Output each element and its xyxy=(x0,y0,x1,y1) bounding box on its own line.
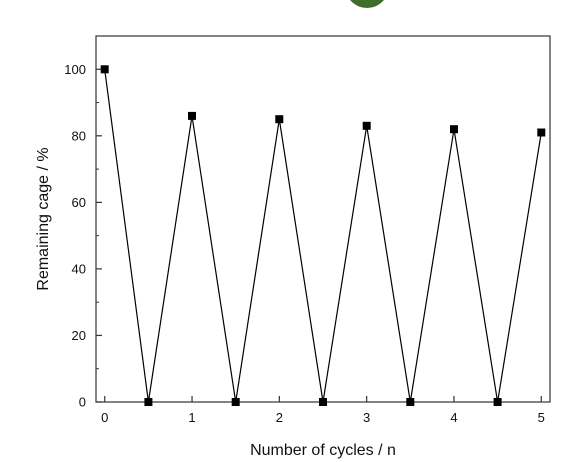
y-tick-label: 80 xyxy=(72,128,86,143)
x-tick-label: 4 xyxy=(450,410,457,425)
x-tick-label: 5 xyxy=(538,410,545,425)
plot-frame xyxy=(95,35,551,403)
y-axis-tick-labels: 0 20 40 60 80 100 xyxy=(64,62,86,410)
data-point xyxy=(144,398,153,406)
data-point xyxy=(188,111,196,120)
x-tick-label: 0 xyxy=(101,410,108,425)
x-tick-label: 2 xyxy=(276,410,283,425)
data-point xyxy=(450,125,458,134)
y-axis-ticks xyxy=(96,68,102,403)
x-axis-tick-labels: 0 1 2 3 4 5 xyxy=(101,410,545,425)
data-point xyxy=(493,398,502,406)
data-point xyxy=(319,398,327,406)
data-point xyxy=(406,398,415,406)
y-tick-label: 60 xyxy=(72,195,86,210)
data-point xyxy=(231,398,240,406)
x-tick-label: 1 xyxy=(188,410,195,425)
y-tick-label: 100 xyxy=(64,62,86,77)
series-line xyxy=(104,69,542,403)
y-tick-label: 20 xyxy=(72,328,86,343)
decorative-circle xyxy=(350,0,384,8)
data-markers xyxy=(100,65,546,406)
data-point xyxy=(100,65,109,74)
x-axis-title: Number of cycles / n xyxy=(250,442,396,459)
data-point xyxy=(362,121,371,130)
x-tick-label: 3 xyxy=(363,410,370,425)
data-point xyxy=(275,115,284,124)
y-axis-title: Remaining cage / % xyxy=(35,147,52,290)
data-point xyxy=(537,128,546,137)
y-tick-label: 0 xyxy=(79,395,86,410)
y-tick-label: 40 xyxy=(72,261,86,276)
plot-area xyxy=(95,35,551,403)
